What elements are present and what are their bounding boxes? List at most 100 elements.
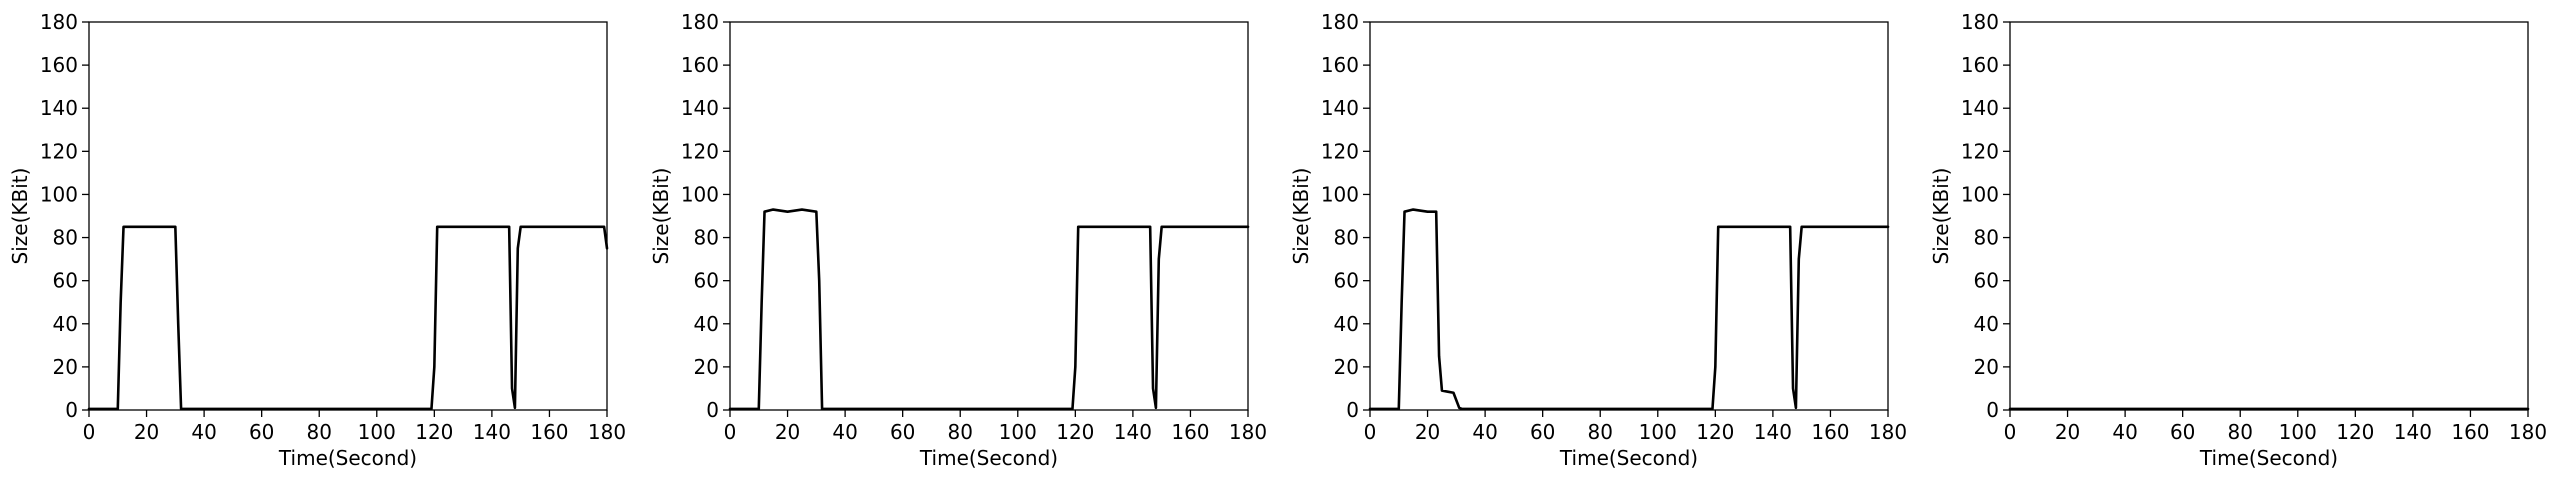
x-tick-label: 100 [1639,420,1677,444]
x-tick-label: 120 [1696,420,1734,444]
y-tick-label: 80 [53,226,78,250]
y-tick-label: 120 [681,139,719,163]
y-tick-label: 20 [1974,355,1999,379]
x-tick-label: 20 [775,420,800,444]
plot-area-frame [88,21,608,411]
y-axis: 0 20 40 60 80 100 120 140 160 180 [40,10,89,422]
x-axis: 0 20 40 60 80 100 120 140 160 180 [83,410,626,444]
x-axis: 0 20 40 60 80 100 120 140 160 180 [724,410,1267,444]
y-tick-label: 0 [1346,398,1359,422]
x-tick-label: 40 [2112,420,2137,444]
x-tick-label: 60 [249,420,274,444]
x-tick-label: 80 [2227,420,2252,444]
y-tick-label: 80 [1974,226,1999,250]
y-tick-label: 120 [1961,139,1999,163]
y-axis: 0 20 40 60 80 100 120 140 160 180 [1321,10,1370,422]
plot-area-frame [2009,21,2529,411]
y-axis: 0 20 40 60 80 100 120 140 160 180 [681,10,730,422]
x-tick-label: 100 [358,420,396,444]
x-tick-label: 0 [724,420,737,444]
x-tick-label: 140 [2394,420,2432,444]
y-tick-label: 80 [694,226,719,250]
x-tick-label: 20 [2055,420,2080,444]
x-tick-label: 180 [588,420,626,444]
y-tick-label: 80 [1334,226,1359,250]
y-axis-label: Size(KBit) [649,168,673,265]
x-tick-label: 20 [1415,420,1440,444]
x-axis-label: Time(Second) [278,446,417,470]
x-axis-label: Time(Second) [2199,446,2338,470]
y-tick-label: 160 [681,53,719,77]
x-axis-label: Time(Second) [919,446,1058,470]
y-tick-label: 0 [706,398,719,422]
y-axis-label: Size(KBit) [1289,168,1313,265]
y-tick-label: 60 [1974,269,1999,293]
x-tick-label: 0 [83,420,96,444]
y-tick-label: 140 [40,96,78,120]
x-tick-label: 180 [1869,420,1907,444]
y-tick-label: 120 [1321,139,1359,163]
subplot-3: 0 20 40 60 80 100 120 140 160 180 0 20 40 60 80 100 120… [1289,10,1907,470]
y-tick-label: 100 [681,182,719,206]
series-line [728,208,1250,411]
plot-area-frame [1369,21,1889,411]
series-line [87,225,609,411]
y-tick-label: 0 [65,398,78,422]
series-line [1368,208,1890,411]
y-tick-label: 20 [1334,355,1359,379]
x-tick-label: 100 [999,420,1037,444]
x-axis: 0 20 40 60 80 100 120 140 160 180 [2004,410,2547,444]
x-tick-label: 120 [1056,420,1094,444]
y-tick-label: 160 [1321,53,1359,77]
x-tick-label: 20 [134,420,159,444]
x-tick-label: 120 [415,420,453,444]
y-axis: 0 20 40 60 80 100 120 140 160 180 [1961,10,2010,422]
y-tick-label: 60 [53,269,78,293]
x-tick-label: 80 [947,420,972,444]
x-tick-label: 40 [1472,420,1497,444]
x-axis-label: Time(Second) [1559,446,1698,470]
x-tick-label: 40 [191,420,216,444]
x-tick-label: 140 [473,420,511,444]
x-tick-label: 140 [1114,420,1152,444]
x-tick-label: 180 [1229,420,1267,444]
x-tick-label: 180 [2509,420,2547,444]
y-tick-label: 160 [1961,53,1999,77]
y-tick-label: 60 [1334,269,1359,293]
x-tick-label: 160 [1811,420,1849,444]
x-tick-label: 60 [890,420,915,444]
y-tick-label: 40 [1974,312,1999,336]
x-tick-label: 160 [2451,420,2489,444]
y-tick-label: 180 [1321,10,1359,34]
y-tick-label: 100 [1321,182,1359,206]
x-tick-label: 0 [1364,420,1377,444]
y-tick-label: 160 [40,53,78,77]
y-tick-label: 180 [681,10,719,34]
y-tick-label: 0 [1986,398,1999,422]
x-tick-label: 60 [1530,420,1555,444]
y-tick-label: 100 [1961,182,1999,206]
y-tick-label: 40 [694,312,719,336]
y-tick-label: 140 [681,96,719,120]
x-tick-label: 80 [306,420,331,444]
y-tick-label: 20 [694,355,719,379]
x-tick-label: 100 [2279,420,2317,444]
y-tick-label: 140 [1321,96,1359,120]
y-tick-label: 140 [1961,96,1999,120]
x-tick-label: 80 [1587,420,1612,444]
x-tick-label: 60 [2170,420,2195,444]
y-tick-label: 180 [1961,10,1999,34]
plot-area-frame [729,21,1249,411]
y-axis-label: Size(KBit) [1929,168,1953,265]
y-tick-label: 40 [1334,312,1359,336]
subplot-4: 0 20 40 60 80 100 120 140 160 180 0 20 40 60 80 100 120… [1929,10,2547,470]
y-tick-label: 60 [694,269,719,293]
y-tick-label: 20 [53,355,78,379]
y-tick-label: 40 [53,312,78,336]
y-tick-label: 100 [40,182,78,206]
subplot-2: 0 20 40 60 80 100 120 140 160 180 0 20 40 60 80 100 120… [649,10,1267,470]
x-tick-label: 160 [530,420,568,444]
x-tick-label: 140 [1754,420,1792,444]
x-axis: 0 20 40 60 80 100 120 140 160 180 [1364,410,1907,444]
